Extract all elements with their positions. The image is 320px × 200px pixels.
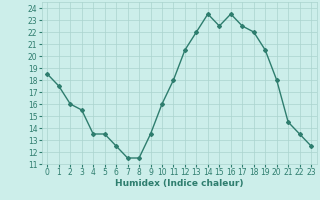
X-axis label: Humidex (Indice chaleur): Humidex (Indice chaleur) bbox=[115, 179, 244, 188]
